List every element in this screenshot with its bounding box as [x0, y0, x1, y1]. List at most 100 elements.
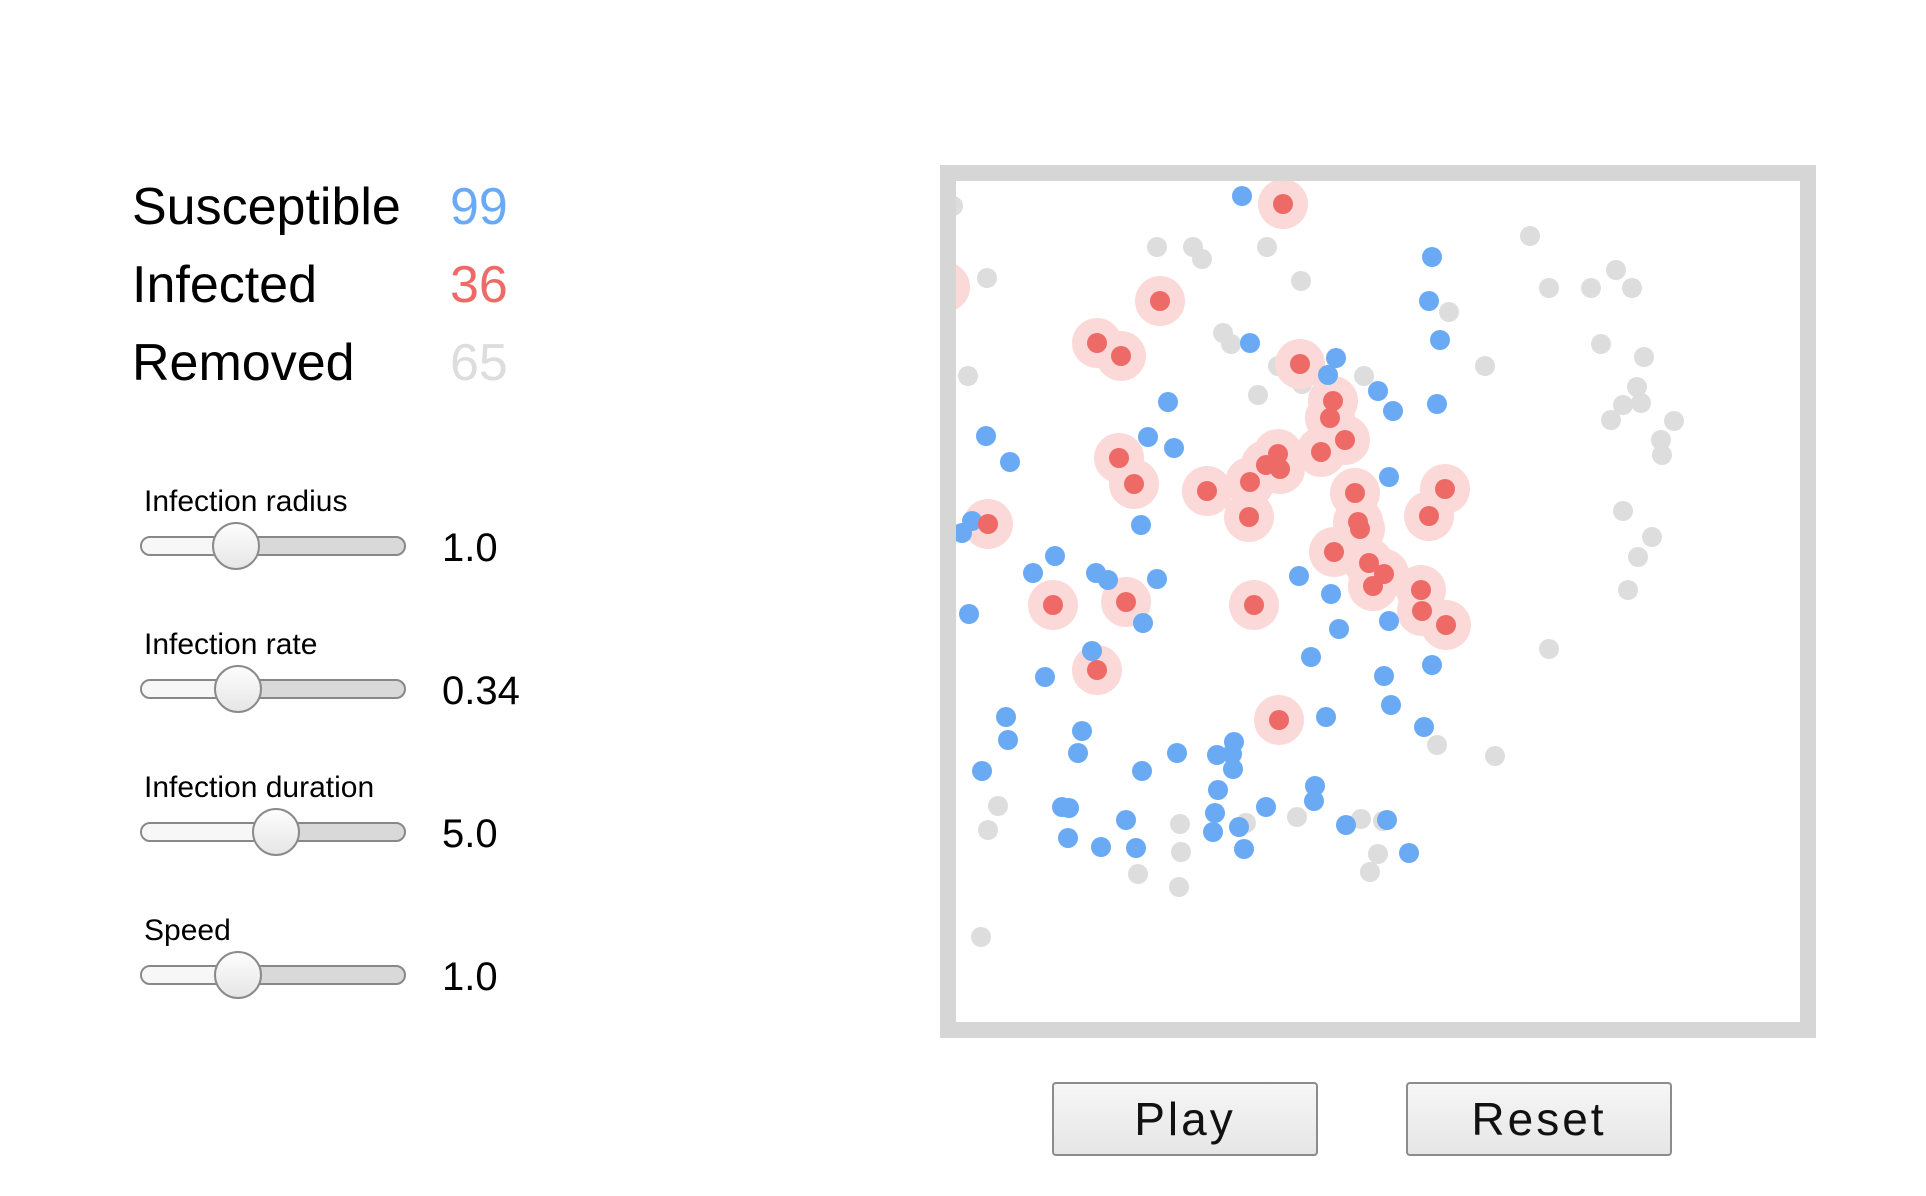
susceptible-particle	[1058, 828, 1078, 848]
susceptible-particle	[1318, 365, 1338, 385]
removed-particle	[1634, 347, 1654, 367]
infection-rate-slider-track[interactable]	[140, 679, 406, 699]
susceptible-particle	[1126, 838, 1146, 858]
infected-particle	[1111, 346, 1131, 366]
removed-particle	[1628, 547, 1648, 567]
play-button[interactable]: Play	[1052, 1082, 1318, 1156]
infected-particle	[1087, 333, 1107, 353]
infected-particle	[1359, 553, 1379, 573]
susceptible-particle	[1035, 667, 1055, 687]
infected-particle	[1273, 194, 1293, 214]
removed-particle	[1591, 334, 1611, 354]
susceptible-particle	[1138, 427, 1158, 447]
susceptible-particle	[1082, 641, 1102, 661]
susceptible-particle	[1321, 584, 1341, 604]
removed-particle	[1627, 377, 1647, 397]
susceptible-particle	[1383, 401, 1403, 421]
infected-count: 36	[450, 256, 508, 314]
susceptible-particle	[1419, 291, 1439, 311]
speed-slider-track[interactable]	[140, 965, 406, 985]
infected-particle	[978, 514, 998, 534]
infection-rate-slider-thumb[interactable]	[214, 665, 263, 713]
removed-particle	[1622, 278, 1642, 298]
infection-radius-label: Infection radius	[144, 485, 348, 518]
susceptible-particle	[1381, 695, 1401, 715]
susceptible-particle	[1116, 810, 1136, 830]
removed-particle	[1539, 278, 1559, 298]
susceptible-particle	[1000, 452, 1020, 472]
removed-particle	[1439, 302, 1459, 322]
susceptible-particle	[956, 523, 972, 543]
speed-value: 1.0	[442, 955, 498, 999]
susceptible-particle	[1377, 810, 1397, 830]
susceptible-particle	[1336, 815, 1356, 835]
infected-particle	[1116, 592, 1136, 612]
susceptible-particle	[1374, 666, 1394, 686]
infected-particle	[1244, 595, 1264, 615]
susceptible-particle	[1164, 438, 1184, 458]
infection-duration-label: Infection duration	[144, 771, 375, 804]
speed-slider-thumb[interactable]	[214, 951, 263, 999]
susceptible-particle	[1326, 348, 1346, 368]
susceptible-particle	[1158, 392, 1178, 412]
infected-particle	[1197, 481, 1217, 501]
infected-particle	[1411, 580, 1431, 600]
removed-count: 65	[450, 334, 508, 392]
susceptible-particle	[1430, 330, 1450, 350]
susceptible-particle	[1133, 613, 1153, 633]
susceptible-particle	[1399, 843, 1419, 863]
susceptible-particle	[1147, 569, 1167, 589]
speed-control: Speed 1.0	[140, 913, 560, 1033]
susceptible-particle	[1316, 707, 1336, 727]
susceptible-particle	[1068, 743, 1088, 763]
removed-particle	[956, 196, 963, 216]
reset-button[interactable]: Reset	[1406, 1082, 1672, 1156]
susceptible-particle	[1234, 839, 1254, 859]
removed-particle	[1520, 226, 1540, 246]
infected-particle	[1109, 448, 1129, 468]
susceptible-particle	[1223, 759, 1243, 779]
removed-particle	[1485, 746, 1505, 766]
removed-particle	[1613, 395, 1633, 415]
removed-particle	[1606, 260, 1626, 280]
infection-radius-slider-track[interactable]	[140, 536, 406, 556]
infection-radius-value: 1.0	[442, 526, 498, 570]
infected-particle	[1240, 472, 1260, 492]
infected-particle	[1419, 506, 1439, 526]
removed-particle	[1642, 527, 1662, 547]
susceptible-particle	[1052, 797, 1072, 817]
removed-particle	[1291, 271, 1311, 291]
removed-particle	[1618, 580, 1638, 600]
removed-particle	[1257, 237, 1277, 257]
infected-particle	[1239, 507, 1259, 527]
susceptible-particle	[1132, 761, 1152, 781]
susceptible-particle	[976, 426, 996, 446]
infection-duration-slider-thumb[interactable]	[251, 808, 300, 856]
susceptible-particle	[1205, 803, 1225, 823]
susceptible-particle	[1131, 515, 1151, 535]
infected-particle	[1311, 442, 1331, 462]
susceptible-particle	[996, 707, 1016, 727]
susceptible-particle	[1229, 817, 1249, 837]
susceptible-particle	[1256, 797, 1276, 817]
simulation-area	[940, 165, 1816, 1038]
susceptible-particle	[972, 761, 992, 781]
infection-rate-label: Infection rate	[144, 628, 318, 661]
susceptible-particle	[1224, 732, 1244, 752]
infected-particle	[1345, 483, 1365, 503]
susceptible-particle	[1023, 563, 1043, 583]
infected-particle	[1323, 391, 1343, 411]
removed-particle	[1170, 814, 1190, 834]
removed-particle	[1171, 842, 1191, 862]
infected-particle	[1320, 408, 1340, 428]
infection-radius-slider-thumb[interactable]	[211, 522, 260, 570]
removed-particle	[1287, 807, 1307, 827]
removed-particle	[1128, 864, 1148, 884]
infection-radius-control: Infection radius 1.0	[140, 484, 560, 604]
particle-field	[956, 181, 1684, 947]
infected-particle	[1124, 474, 1144, 494]
susceptible-particle	[1379, 467, 1399, 487]
removed-particle	[1360, 862, 1380, 882]
susceptible-particle	[1072, 721, 1092, 741]
removed-particle	[1354, 366, 1374, 386]
